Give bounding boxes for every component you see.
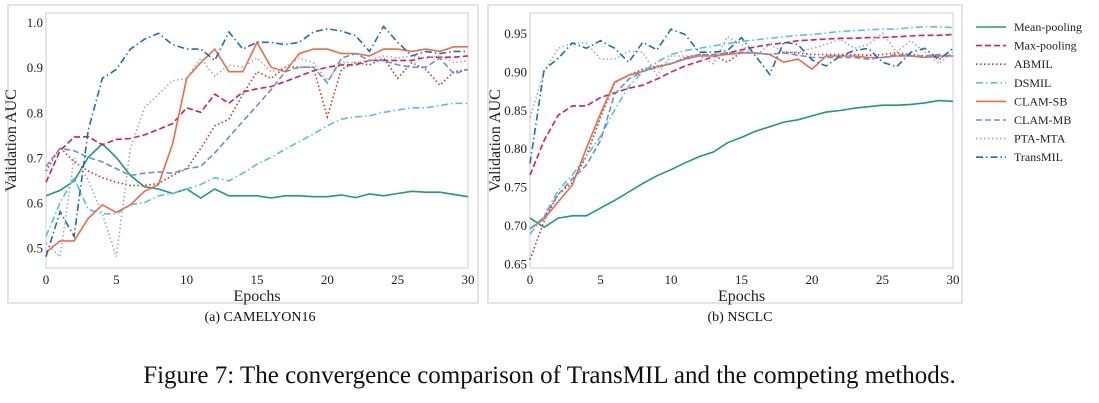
legend-label: Max-pooling bbox=[1014, 39, 1077, 53]
legend-label: TransMIL bbox=[1014, 150, 1063, 164]
y-tick-label: 0.70 bbox=[504, 218, 527, 233]
chart-panel-a: 0 5 10 15 20 25 30 0.5 0.6 0.7 0.8 0.9 1.0 Epochs Vali… bbox=[3, 4, 479, 305]
y-axis-label: Validation AUC bbox=[487, 89, 504, 192]
panel-border bbox=[487, 4, 963, 304]
x-tick-label: 5 bbox=[113, 272, 120, 287]
chart-panel-b: 0 5 10 15 20 25 30 0.65 0.70 0.75 0.80 0.85 0.90 0.95… bbox=[487, 4, 963, 305]
series-line-clam-sb bbox=[529, 52, 953, 230]
legend-label: Mean-pooling bbox=[1014, 20, 1082, 34]
x-tick-label: 0 bbox=[43, 272, 50, 287]
y-tick-label: 0.90 bbox=[504, 64, 527, 79]
x-tick-label: 10 bbox=[665, 272, 678, 287]
y-tick-label: 0.95 bbox=[504, 26, 527, 41]
y-tick-label: 0.65 bbox=[504, 256, 527, 271]
y-tick-label: 0.75 bbox=[504, 180, 527, 195]
series-line-max-pooling bbox=[529, 33, 954, 176]
x-axis-label: Epochs bbox=[718, 288, 765, 305]
y-tick-label: 0.7 bbox=[27, 150, 44, 165]
figure-charts: 0 5 10 15 20 25 30 0.5 0.6 0.7 0.8 0.9 1.0 Epochs Vali… bbox=[3, 4, 1082, 305]
y-tick-label: 0.8 bbox=[27, 105, 43, 120]
series-line-pta-mta bbox=[529, 31, 954, 118]
series-line-mean-pooling bbox=[529, 99, 954, 229]
series-line-transmil bbox=[45, 25, 468, 257]
x-axis-label: Epochs bbox=[233, 288, 280, 305]
x-tick-label: 20 bbox=[806, 272, 819, 287]
x-tick-label: 30 bbox=[947, 272, 960, 287]
y-tick-label: 0.6 bbox=[27, 196, 44, 211]
x-tick-label: 0 bbox=[527, 272, 534, 287]
series-line-transmil bbox=[529, 28, 954, 164]
series-line-abmil bbox=[529, 51, 954, 260]
y-tick-label: 0.5 bbox=[27, 241, 43, 256]
x-tick-label: 25 bbox=[391, 272, 404, 287]
y-tick-label: 1.0 bbox=[27, 15, 43, 30]
x-tick-label: 30 bbox=[462, 272, 475, 287]
subfigure-caption-a: (a) CAMELYON16 bbox=[204, 310, 316, 325]
y-tick-label: 0.85 bbox=[504, 103, 527, 118]
x-tick-label: 5 bbox=[597, 272, 604, 287]
series-line-dsmil bbox=[45, 102, 468, 237]
legend-label: ABMIL bbox=[1014, 57, 1053, 71]
subfigure-caption-b: (b) NSCLC bbox=[707, 310, 773, 325]
legend-label: CLAM-SB bbox=[1014, 94, 1067, 108]
series-line-abmil bbox=[45, 57, 469, 187]
legend: Mean-pooling Max-pooling ABMIL DSMIL CLAM-SB… bbox=[976, 20, 1082, 164]
panel-border bbox=[7, 4, 479, 304]
series-line-clam-mb bbox=[45, 52, 469, 177]
series-line-pta-mta bbox=[45, 55, 469, 259]
legend-label: PTA-MTA bbox=[1014, 132, 1066, 146]
series-line-clam-sb bbox=[45, 40, 468, 253]
x-tick-label: 15 bbox=[251, 272, 264, 287]
y-axis-label: Validation AUC bbox=[3, 89, 20, 192]
x-tick-label: 10 bbox=[180, 272, 193, 287]
series-line-clam-mb bbox=[529, 51, 954, 230]
series-line-max-pooling bbox=[45, 55, 469, 183]
x-tick-label: 15 bbox=[735, 272, 748, 287]
series-line-dsmil bbox=[529, 25, 954, 235]
x-tick-label: 25 bbox=[876, 272, 889, 287]
series-line-mean-pooling bbox=[45, 142, 469, 199]
x-tick-label: 20 bbox=[321, 272, 334, 287]
y-tick-label: 0.9 bbox=[27, 60, 43, 75]
plot-area bbox=[529, 12, 954, 269]
plot-area bbox=[45, 12, 469, 269]
figure-caption: Figure 7: The convergence comparison of … bbox=[143, 362, 956, 389]
legend-label: DSMIL bbox=[1014, 76, 1051, 90]
legend-label: CLAM-MB bbox=[1014, 113, 1071, 127]
y-tick-label: 0.80 bbox=[504, 141, 527, 156]
